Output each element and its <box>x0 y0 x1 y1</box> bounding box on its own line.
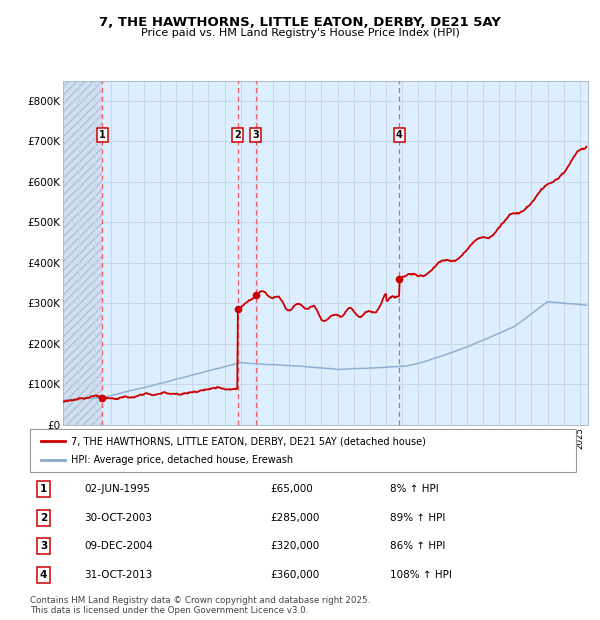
Text: £65,000: £65,000 <box>270 484 313 494</box>
Text: 7, THE HAWTHORNS, LITTLE EATON, DERBY, DE21 5AY (detached house): 7, THE HAWTHORNS, LITTLE EATON, DERBY, D… <box>71 436 426 446</box>
Text: 89% ↑ HPI: 89% ↑ HPI <box>391 513 446 523</box>
Text: 09-DEC-2004: 09-DEC-2004 <box>85 541 154 551</box>
Bar <box>63 81 102 425</box>
FancyBboxPatch shape <box>30 429 576 472</box>
Text: Price paid vs. HM Land Registry's House Price Index (HPI): Price paid vs. HM Land Registry's House … <box>140 28 460 38</box>
Text: 31-OCT-2013: 31-OCT-2013 <box>85 570 153 580</box>
Text: 8% ↑ HPI: 8% ↑ HPI <box>391 484 439 494</box>
Text: 1: 1 <box>99 130 106 140</box>
Text: 2: 2 <box>235 130 241 140</box>
Text: HPI: Average price, detached house, Erewash: HPI: Average price, detached house, Erew… <box>71 455 293 465</box>
Text: 3: 3 <box>253 130 259 140</box>
Text: 1: 1 <box>40 484 47 494</box>
Text: £320,000: £320,000 <box>270 541 319 551</box>
Text: 02-JUN-1995: 02-JUN-1995 <box>85 484 151 494</box>
Text: 2: 2 <box>40 513 47 523</box>
Text: Contains HM Land Registry data © Crown copyright and database right 2025.
This d: Contains HM Land Registry data © Crown c… <box>30 596 370 615</box>
Text: 4: 4 <box>396 130 403 140</box>
Text: 108% ↑ HPI: 108% ↑ HPI <box>391 570 452 580</box>
Text: £360,000: £360,000 <box>270 570 319 580</box>
Text: 30-OCT-2003: 30-OCT-2003 <box>85 513 152 523</box>
Text: 3: 3 <box>40 541 47 551</box>
Text: 86% ↑ HPI: 86% ↑ HPI <box>391 541 446 551</box>
Text: 4: 4 <box>40 570 47 580</box>
Bar <box>63 81 102 425</box>
Text: 7, THE HAWTHORNS, LITTLE EATON, DERBY, DE21 5AY: 7, THE HAWTHORNS, LITTLE EATON, DERBY, D… <box>99 16 501 29</box>
Text: £285,000: £285,000 <box>270 513 320 523</box>
